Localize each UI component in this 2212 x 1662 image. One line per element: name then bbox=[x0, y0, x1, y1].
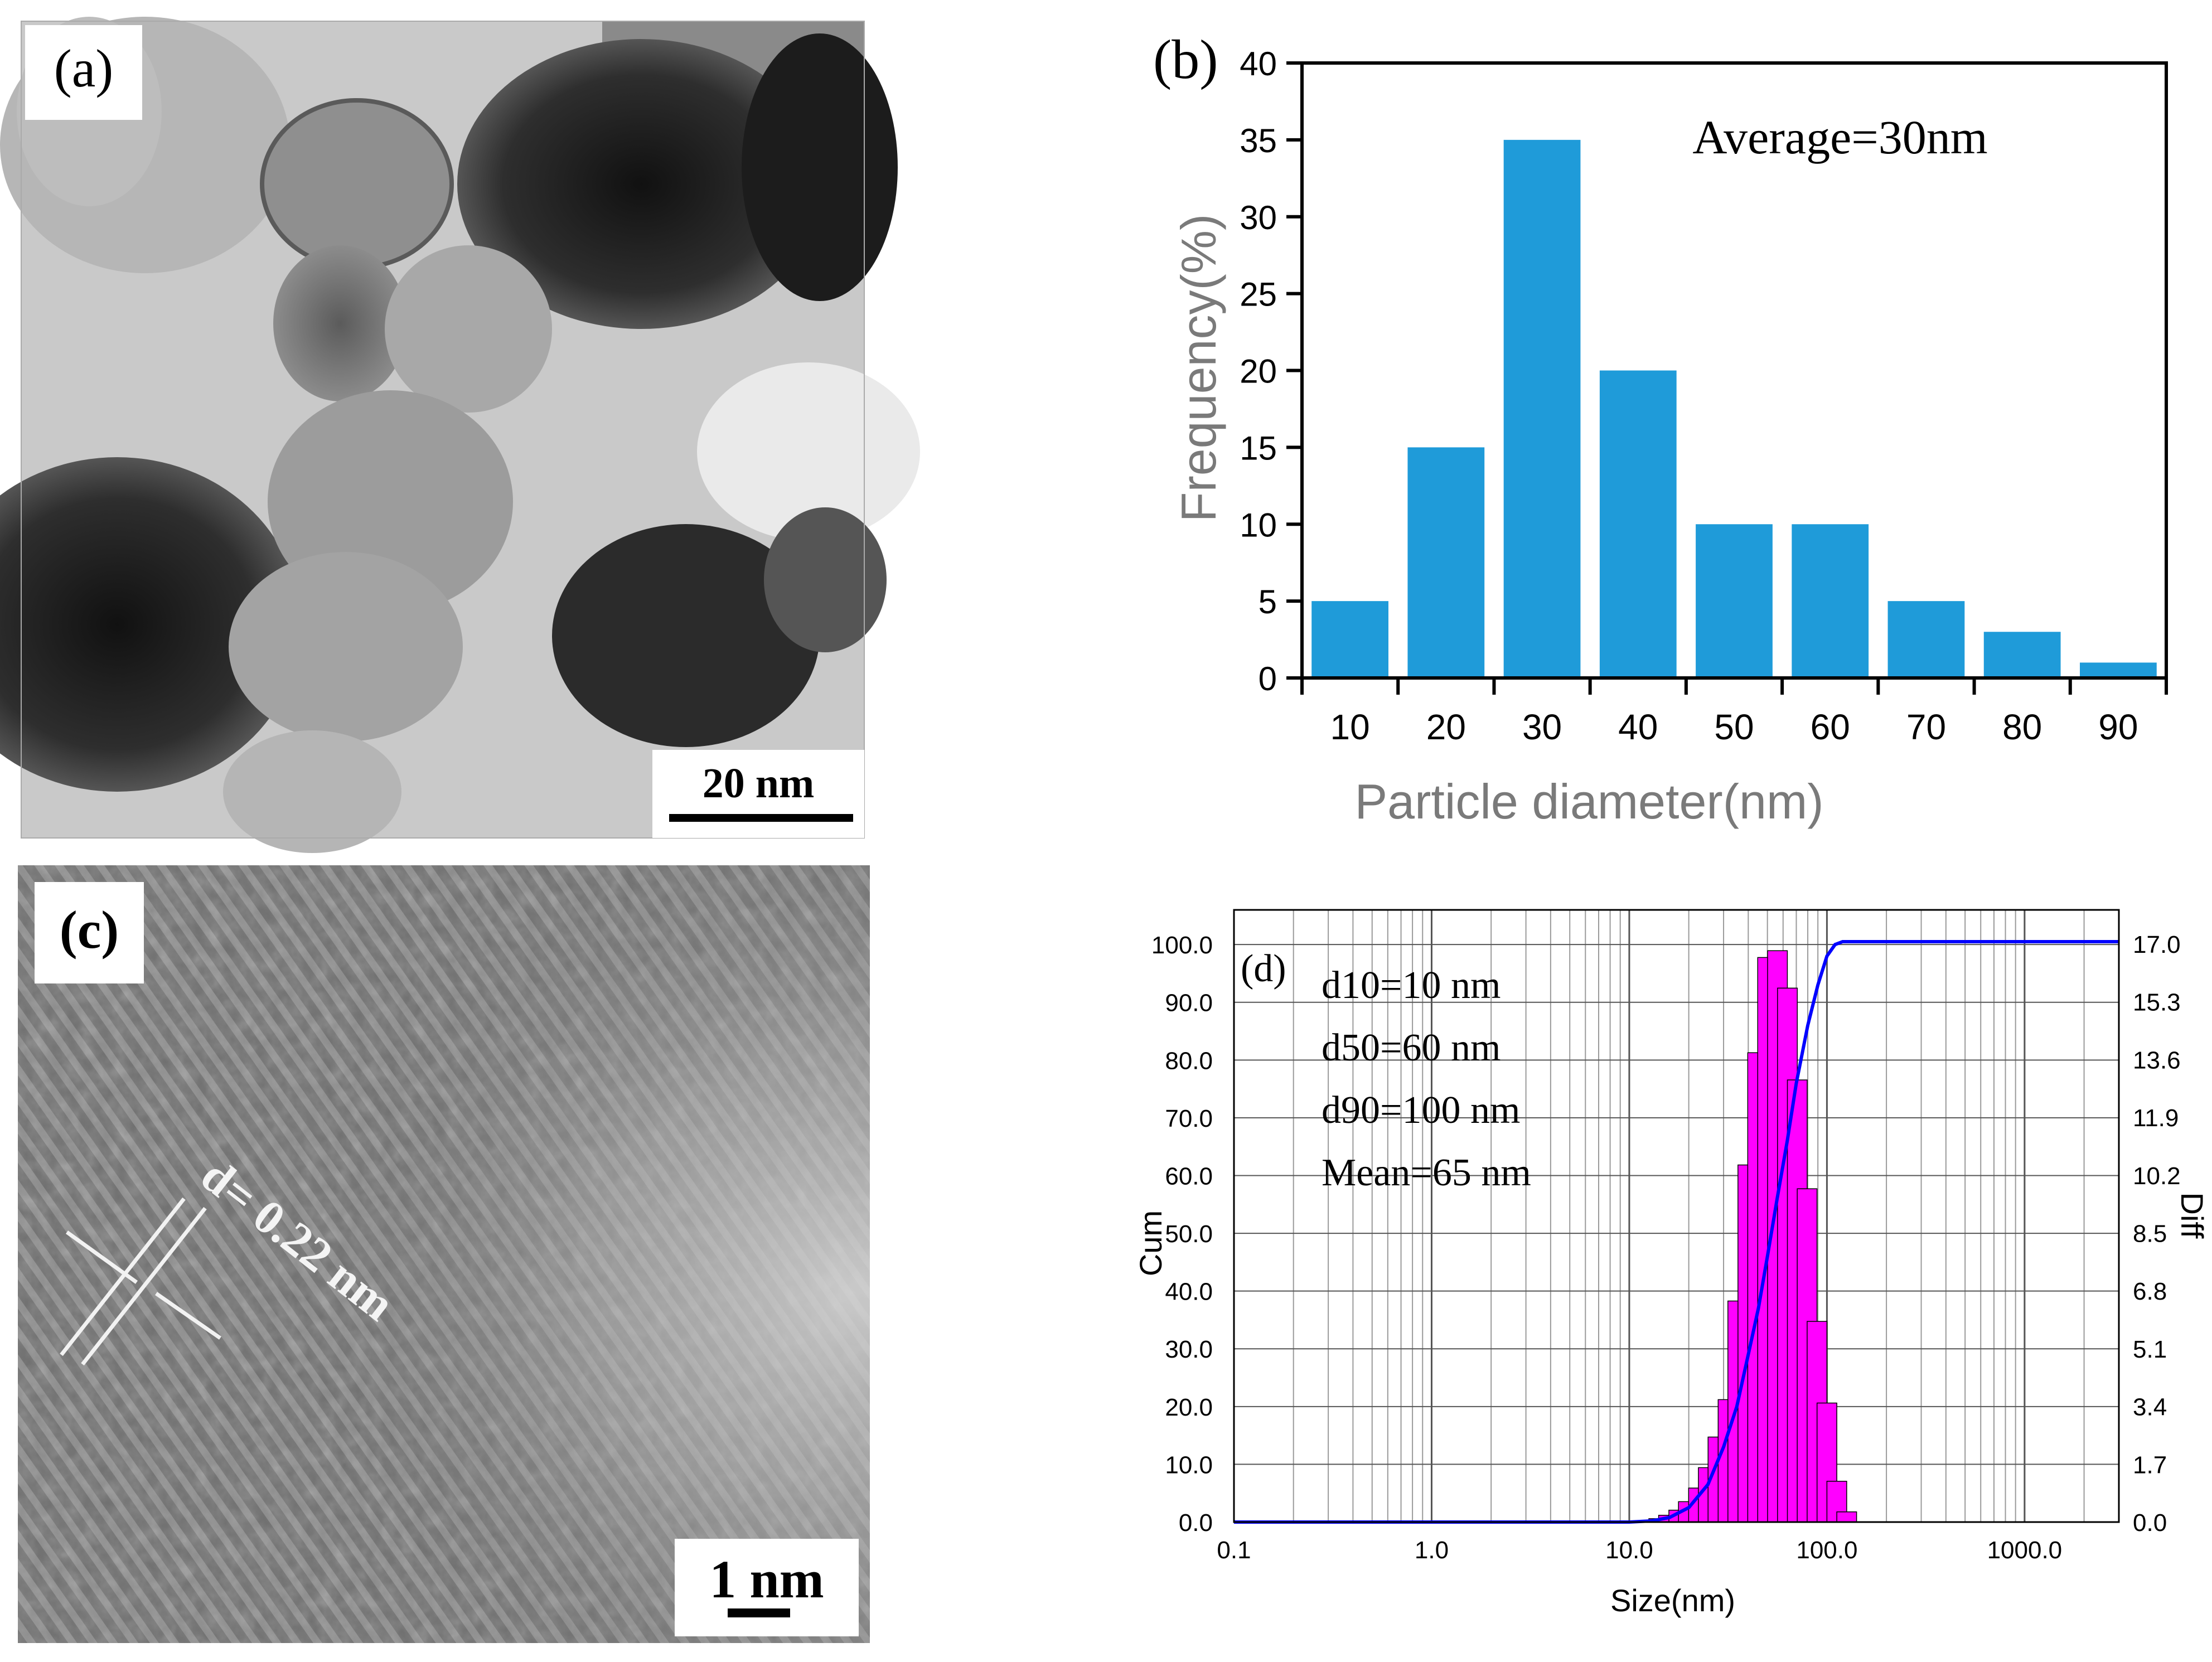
chart-d-right-tick-label: 3.4 bbox=[2133, 1394, 2167, 1421]
chart-d-histogram-bar bbox=[1836, 1511, 1857, 1523]
panel-b-label: (b) bbox=[1153, 28, 1218, 90]
chart-b-y-tick-label: 25 bbox=[1240, 276, 1277, 313]
chart-b-bar-30 bbox=[1503, 139, 1581, 678]
chart-b-x-tick-label: 20 bbox=[1426, 707, 1466, 747]
chart-b-bar-70 bbox=[1887, 601, 1965, 678]
scalebar-a-box bbox=[652, 750, 864, 838]
chart-b-y-tick-label: 20 bbox=[1240, 353, 1277, 390]
hrtem-image-amorphous-edge bbox=[18, 865, 870, 1643]
chart-d-x-tick-label: 10.0 bbox=[1605, 1537, 1653, 1564]
chart-d-right-tick-label: 17.0 bbox=[2133, 931, 2181, 958]
chart-b-bar-50 bbox=[1696, 524, 1773, 678]
tem-image-a-particles bbox=[0, 17, 920, 853]
chart-b-y-tick-label: 10 bbox=[1240, 506, 1277, 544]
chart-d-right-tick-label: 15.3 bbox=[2133, 989, 2181, 1016]
scalebar-c-box bbox=[675, 1539, 859, 1636]
scalebar-a-bar bbox=[669, 814, 853, 822]
chart-d-right-tick-label: 0.0 bbox=[2133, 1509, 2167, 1537]
chart-b-y-tick-label: 40 bbox=[1240, 45, 1277, 83]
panel-b-chart: (b) Frequency(%) Particle diameter(nm) A… bbox=[1153, 28, 2168, 829]
panel-a: (a) 20 nm bbox=[0, 17, 920, 853]
chart-d-left-axis-title: Cum bbox=[1133, 1210, 1168, 1276]
chart-b-x-tick-label: 50 bbox=[1714, 707, 1754, 747]
chart-d-left-tick-label: 60.0 bbox=[1165, 1162, 1213, 1190]
chart-b-x-tick-label: 40 bbox=[1618, 707, 1658, 747]
lattice-spacing-marker bbox=[60, 1197, 221, 1366]
scalebar-a-label: 20 nm bbox=[703, 760, 815, 807]
chart-b-y-axis-title: Frequency(%) bbox=[1171, 214, 1226, 522]
chart-d-stat-d50: d50=60 nm bbox=[1322, 1026, 1501, 1069]
chart-d-x-tick-label: 0.1 bbox=[1217, 1537, 1251, 1564]
chart-d-left-tick-label: 50.0 bbox=[1165, 1220, 1213, 1248]
chart-b-bar-40 bbox=[1599, 370, 1677, 678]
chart-b-x-tick-label: 70 bbox=[1906, 707, 1946, 747]
panel-c: (c) d= 0.22 nm 1 nm bbox=[18, 865, 870, 1643]
chart-d-x-tick-label: 1000.0 bbox=[1987, 1537, 2063, 1564]
chart-d-left-tick-label: 100.0 bbox=[1151, 932, 1213, 959]
chart-b-bar-10 bbox=[1311, 601, 1388, 678]
chart-b-x-tick-label: 90 bbox=[2098, 707, 2138, 747]
chart-d-right-tick-label: 11.9 bbox=[2133, 1104, 2179, 1132]
chart-d-left-tick-label: 80.0 bbox=[1165, 1047, 1213, 1074]
chart-b-x-tick-label: 80 bbox=[2002, 707, 2042, 747]
chart-d-stat-d90: d90=100 nm bbox=[1322, 1089, 1520, 1132]
panel-a-label-box bbox=[25, 25, 142, 120]
panel-c-label: (c) bbox=[60, 900, 119, 960]
chart-b-bar-90 bbox=[2080, 662, 2157, 678]
chart-b-bar-20 bbox=[1407, 447, 1485, 678]
chart-d-stat-mean: Mean=65 nm bbox=[1322, 1151, 1531, 1194]
chart-b-frame bbox=[1300, 61, 2168, 680]
chart-d-left-tick-label: 0.0 bbox=[1179, 1509, 1213, 1537]
chart-d-right-tick-label: 5.1 bbox=[2133, 1336, 2167, 1363]
chart-d-right-axis-title: Diff bbox=[2175, 1193, 2210, 1239]
chart-d-left-tick-label: 20.0 bbox=[1165, 1394, 1213, 1421]
panel-d-label: (d) bbox=[1241, 947, 1286, 990]
chart-d-right-tick-label: 6.8 bbox=[2133, 1278, 2167, 1305]
chart-d-left-tick-label: 40.0 bbox=[1165, 1278, 1213, 1306]
chart-d-frame bbox=[1233, 909, 2120, 1523]
chart-d-left-tick-label: 10.0 bbox=[1165, 1451, 1213, 1479]
chart-b-y-tick-label: 30 bbox=[1240, 199, 1277, 236]
chart-b-x-tick-label: 60 bbox=[1811, 707, 1850, 747]
chart-b-y-tick-label: 5 bbox=[1259, 583, 1277, 621]
chart-d-x-axis-title: Size(nm) bbox=[1610, 1583, 1735, 1618]
chart-b-bar-80 bbox=[1983, 632, 2061, 678]
chart-b-x-tick-label: 30 bbox=[1522, 707, 1562, 747]
chart-d-left-tick-label: 70.0 bbox=[1165, 1105, 1213, 1132]
chart-d-stat-d10: d10=10 nm bbox=[1322, 964, 1501, 1007]
chart-d-plot-background bbox=[1234, 910, 2119, 1522]
chart-d-right-tick-label: 8.5 bbox=[2133, 1220, 2167, 1248]
scalebar-c-bar bbox=[728, 1608, 790, 1617]
chart-b-x-tick-label: 10 bbox=[1330, 707, 1370, 747]
chart-d-x-tick-label: 100.0 bbox=[1796, 1537, 1857, 1564]
chart-d-x-tick-label: 1.0 bbox=[1415, 1537, 1449, 1564]
chart-b-y-tick-label: 15 bbox=[1240, 429, 1277, 467]
chart-d-right-tick-label: 13.6 bbox=[2133, 1046, 2181, 1074]
chart-b-average-annotation: Average=30nm bbox=[1692, 110, 1987, 164]
chart-d-right-tick-label: 1.7 bbox=[2133, 1451, 2167, 1479]
panel-d-chart: 0.0 10.0 20.0 30.0 40.0 50.0 60.0 70.0 80.0 90.0 1… bbox=[1133, 909, 2210, 1618]
panel-a-label: (a) bbox=[54, 38, 114, 98]
chart-d-right-tick-label: 10.2 bbox=[2133, 1162, 2181, 1190]
chart-d-left-tick-label: 90.0 bbox=[1165, 990, 1213, 1017]
panel-c-label-box bbox=[35, 882, 144, 983]
chart-b-y-tick-label: 0 bbox=[1259, 660, 1277, 697]
chart-d-cumulative-line bbox=[1234, 939, 2119, 1524]
chart-b-bar-60 bbox=[1792, 524, 1869, 678]
chart-b-x-axis-title: Particle diameter(nm) bbox=[1354, 774, 1823, 829]
chart-d-left-tick-label: 30.0 bbox=[1165, 1336, 1213, 1363]
scalebar-c-label: 1 nm bbox=[709, 1549, 824, 1609]
chart-b-y-tick-label: 35 bbox=[1240, 122, 1277, 159]
